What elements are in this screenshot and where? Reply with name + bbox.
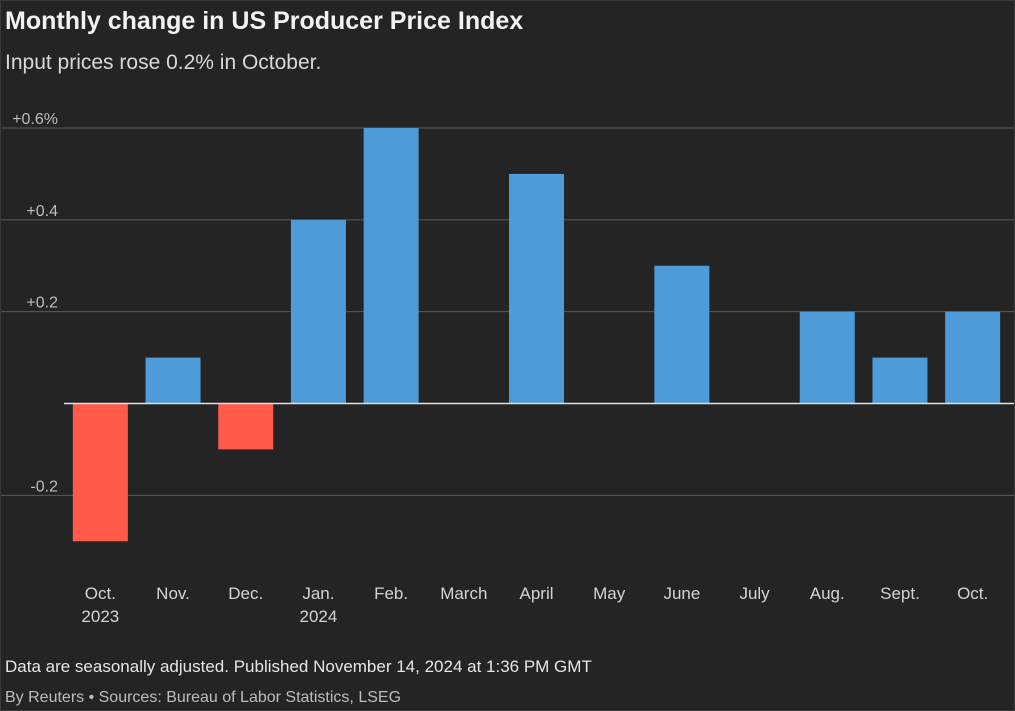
y-tick-label: +0.2 bbox=[26, 295, 58, 312]
x-tick-label: Oct. bbox=[957, 584, 988, 603]
y-tick-label: -0.2 bbox=[30, 478, 58, 495]
grid-lines bbox=[1, 127, 1014, 496]
bar bbox=[72, 403, 128, 542]
bar bbox=[145, 357, 201, 404]
x-tick-label: Dec. bbox=[228, 584, 263, 603]
y-tick-label: +0.4 bbox=[26, 203, 58, 220]
x-tick-label: Aug. bbox=[810, 584, 845, 603]
chart-title: Monthly change in US Producer Price Inde… bbox=[5, 7, 524, 35]
x-tick-label: July bbox=[739, 584, 770, 603]
x-tick-label: April bbox=[519, 584, 553, 603]
x-tick-label: Feb. bbox=[374, 584, 408, 603]
x-tick-label: Nov. bbox=[156, 584, 190, 603]
x-tick-year-label: 2024 bbox=[300, 607, 338, 626]
chart-subtitle: Input prices rose 0.2% in October. bbox=[5, 51, 322, 74]
x-tick-label: Jan. bbox=[302, 584, 334, 603]
bar-chart: +0.6% +0.4 +0.2 -0.2 Oct. 2023 Nov. Dec. Jan. 20… bbox=[1, 111, 1014, 626]
x-tick-labels: Oct. 2023 Nov. Dec. Jan. 2024 Feb. March April Ma… bbox=[81, 584, 988, 626]
x-tick-label: May bbox=[593, 584, 626, 603]
source-credit: By Reuters • Sources: Bureau of Labor St… bbox=[5, 689, 402, 706]
y-tick-label: +0.6% bbox=[12, 111, 58, 128]
bar bbox=[872, 357, 928, 404]
y-tick-labels: +0.6% +0.4 +0.2 -0.2 bbox=[12, 111, 58, 495]
bar bbox=[290, 219, 346, 404]
x-tick-label: March bbox=[440, 584, 487, 603]
bar bbox=[945, 311, 1001, 404]
x-tick-label: Oct. bbox=[85, 584, 116, 603]
bar bbox=[509, 173, 564, 404]
bars bbox=[72, 128, 1001, 542]
bar bbox=[218, 403, 274, 450]
x-tick-year-label: 2023 bbox=[81, 607, 119, 626]
x-tick-label: Sept. bbox=[880, 584, 920, 603]
bar bbox=[799, 311, 855, 404]
footnote: Data are seasonally adjusted. Published … bbox=[5, 657, 592, 676]
bar bbox=[363, 128, 419, 404]
bar bbox=[654, 265, 710, 404]
x-tick-label: June bbox=[663, 584, 700, 603]
